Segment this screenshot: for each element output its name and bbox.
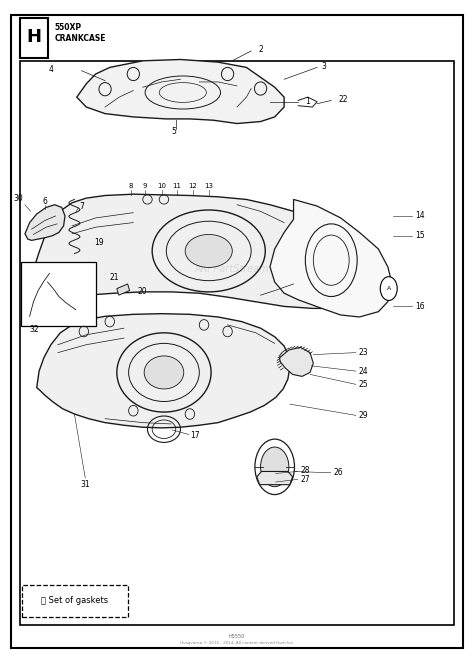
Ellipse shape — [185, 235, 232, 267]
Text: 550XP: 550XP — [54, 23, 81, 32]
Text: 27: 27 — [301, 475, 310, 484]
Text: 28: 28 — [301, 465, 310, 475]
Text: CRANKCASE: CRANKCASE — [54, 34, 106, 43]
Text: 16: 16 — [415, 302, 425, 311]
Ellipse shape — [144, 356, 184, 389]
Bar — [21, 261, 96, 326]
Text: H5550: H5550 — [229, 634, 245, 639]
Ellipse shape — [261, 447, 289, 487]
Polygon shape — [77, 60, 284, 123]
Text: 24: 24 — [358, 367, 368, 376]
Text: Husqvarna © 2010 - 2014, All content derived from Inc.: Husqvarna © 2010 - 2014, All content der… — [180, 641, 294, 645]
Text: 31: 31 — [81, 480, 90, 489]
Text: A: A — [387, 286, 391, 291]
Polygon shape — [257, 471, 292, 485]
Text: 17: 17 — [190, 432, 200, 440]
Text: 29: 29 — [358, 411, 368, 420]
Polygon shape — [36, 314, 290, 428]
Text: 1: 1 — [305, 97, 310, 106]
Bar — [20, 61, 454, 625]
Text: ARI PartStream™: ARI PartStream™ — [195, 264, 279, 274]
Text: 25: 25 — [358, 380, 368, 389]
Text: 3: 3 — [322, 62, 327, 70]
Polygon shape — [25, 205, 65, 241]
Text: 32: 32 — [30, 325, 39, 334]
Text: 4: 4 — [48, 65, 53, 74]
Text: 23: 23 — [358, 348, 368, 357]
Polygon shape — [279, 347, 313, 377]
Text: 14: 14 — [415, 211, 425, 221]
Text: 21: 21 — [110, 273, 119, 282]
Text: 9: 9 — [143, 183, 147, 189]
Text: 26: 26 — [334, 468, 343, 477]
Bar — [22, 585, 128, 617]
Text: 15: 15 — [415, 231, 425, 240]
Text: 5: 5 — [171, 127, 176, 136]
Text: 8: 8 — [129, 183, 133, 189]
Text: 22: 22 — [338, 95, 348, 103]
Text: 20: 20 — [137, 287, 147, 296]
Bar — [20, 18, 47, 58]
Text: 11: 11 — [172, 183, 181, 189]
Text: H: H — [27, 28, 41, 46]
Polygon shape — [117, 284, 129, 295]
Text: 30: 30 — [13, 194, 23, 203]
Polygon shape — [270, 200, 392, 317]
Text: Ⓐ Set of gaskets: Ⓐ Set of gaskets — [41, 597, 109, 605]
Text: 7: 7 — [79, 202, 84, 211]
Circle shape — [380, 276, 397, 300]
Text: 6: 6 — [42, 197, 47, 206]
Text: 13: 13 — [204, 183, 213, 189]
Text: 19: 19 — [94, 238, 104, 247]
Text: 12: 12 — [188, 183, 197, 189]
Text: 10: 10 — [157, 183, 166, 189]
Text: 2: 2 — [258, 45, 263, 54]
Polygon shape — [35, 194, 359, 308]
